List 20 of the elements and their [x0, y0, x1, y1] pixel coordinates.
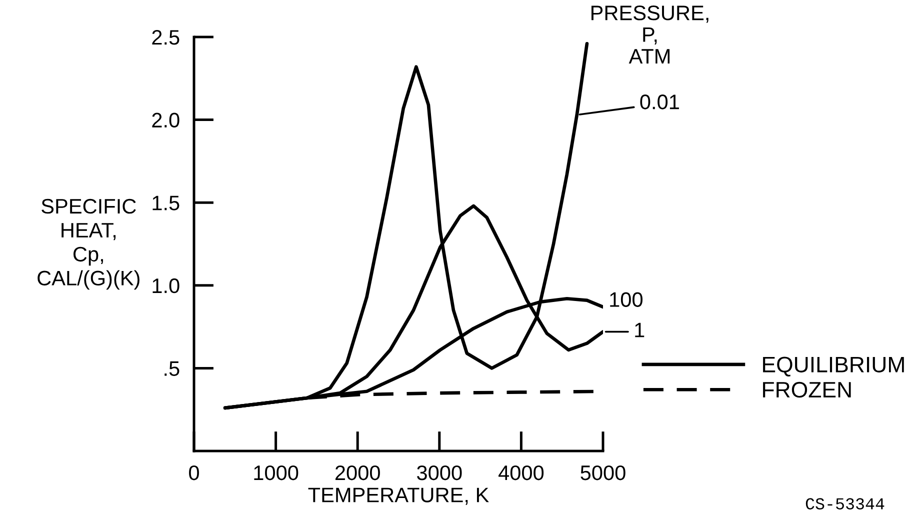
- text: CS-53344: [806, 498, 884, 510]
- x-axis-title: TEMPERATURE, K: [308, 488, 489, 505]
- x-tick-label: 3000: [417, 465, 462, 480]
- annotation: PRESSURE, P, ATM: [592, 6, 708, 64]
- legend-label: 0.01: [640, 94, 679, 110]
- series-label: 100: [610, 292, 642, 307]
- legend-label: 1: [635, 322, 644, 338]
- x-tick-label: 1000: [254, 465, 298, 480]
- y-axis-title: SPECIFIC HEAT, Cp, CAL/(G)(K): [38, 198, 140, 290]
- x-tick-label: 0: [189, 465, 199, 480]
- y-tick-label: 1.0: [152, 278, 180, 294]
- legend-label: FROZEN: [763, 382, 851, 398]
- text: EQUILIBRIUM: [763, 356, 904, 376]
- x-tick-label: 4000: [498, 465, 544, 480]
- y-tick-label: 2.0: [152, 112, 180, 128]
- x-tick-label: 2000: [335, 465, 380, 480]
- y-tick-label: 2.5: [152, 30, 180, 45]
- y-tick-label: .5: [164, 361, 180, 376]
- y-tick-label: 1.5: [152, 196, 180, 210]
- x-tick-label: 5000: [580, 465, 626, 480]
